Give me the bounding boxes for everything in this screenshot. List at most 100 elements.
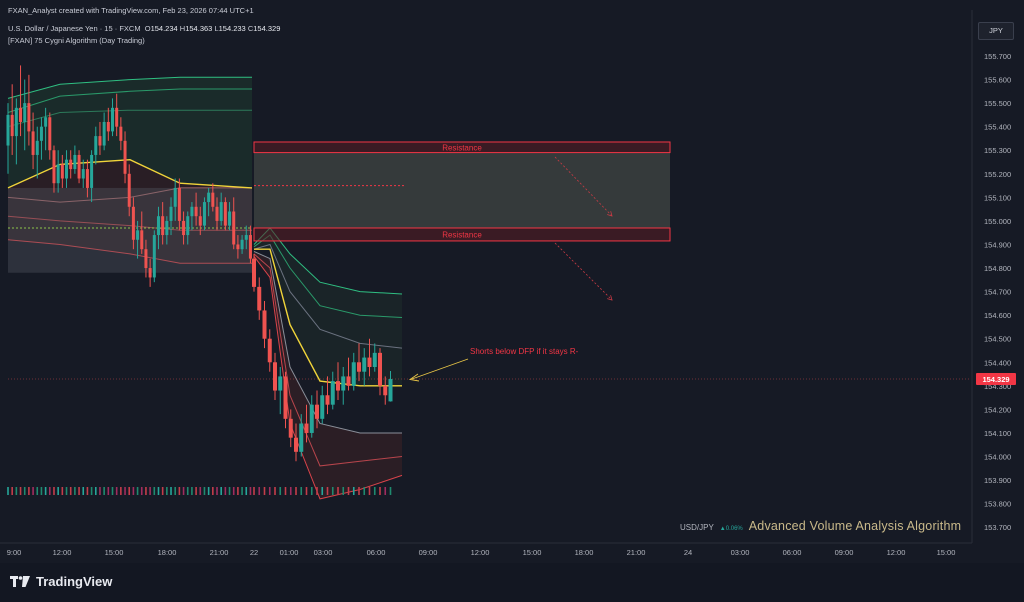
candle bbox=[244, 235, 248, 240]
price-tick-label: 154.700 bbox=[984, 288, 1011, 297]
time-tick-label: 9:00 bbox=[7, 548, 22, 557]
time-tick-label: 21:00 bbox=[210, 548, 229, 557]
volume-marker bbox=[228, 487, 231, 495]
price-tick-label: 154.200 bbox=[984, 405, 1011, 414]
band-fill-upper-1 bbox=[8, 77, 252, 188]
volume-marker bbox=[347, 487, 350, 495]
volume-marker bbox=[132, 487, 135, 495]
symbol-watermark: USD/JPY ▲0.06% Advanced Volume Analysis … bbox=[680, 519, 961, 533]
price-tick-label: 155.100 bbox=[984, 193, 1011, 202]
volume-marker bbox=[358, 487, 360, 495]
volume-marker bbox=[326, 487, 329, 495]
candle bbox=[202, 202, 206, 226]
volume-marker bbox=[61, 487, 64, 495]
price-tick-label: 155.500 bbox=[984, 99, 1011, 108]
volume-marker bbox=[107, 487, 110, 495]
price-tick-label: 154.800 bbox=[984, 264, 1011, 273]
candle bbox=[236, 244, 240, 250]
volume-marker bbox=[170, 487, 172, 495]
candle bbox=[140, 230, 144, 250]
volume-marker bbox=[249, 487, 252, 495]
currency-button[interactable]: JPY bbox=[978, 22, 1014, 40]
candle bbox=[94, 136, 98, 155]
candle bbox=[111, 107, 114, 132]
tradingview-logo-icon bbox=[10, 576, 30, 587]
candle bbox=[228, 211, 232, 226]
volume-marker bbox=[136, 487, 139, 495]
price-tick-label: 154.500 bbox=[984, 335, 1011, 344]
price-tick-label: 155.200 bbox=[984, 170, 1011, 179]
candle bbox=[294, 437, 298, 452]
volume-marker bbox=[103, 487, 105, 495]
price-tick-label: 153.800 bbox=[984, 500, 1011, 509]
volume-marker bbox=[90, 487, 93, 495]
band-fill-lower-2 bbox=[254, 251, 402, 499]
low-value: 154.233 bbox=[218, 24, 246, 33]
band-upper-line bbox=[7, 88, 252, 113]
open-label: O bbox=[144, 24, 151, 33]
candle bbox=[60, 164, 64, 179]
time-tick-label: 22 bbox=[250, 548, 258, 557]
volume-marker bbox=[207, 487, 210, 495]
volume-marker bbox=[368, 487, 371, 495]
candle bbox=[123, 140, 127, 174]
time-tick-label: 24 bbox=[684, 548, 692, 557]
candle bbox=[27, 103, 31, 132]
time-tick-label: 09:00 bbox=[835, 548, 854, 557]
volume-marker bbox=[124, 487, 126, 495]
author-line: FXAN_Analyst created with TradingView.co… bbox=[8, 6, 254, 15]
volume-marker bbox=[111, 487, 114, 495]
resistance-band-1[interactable] bbox=[253, 141, 671, 154]
projection-arrow-2 bbox=[554, 242, 613, 301]
band-lower-line bbox=[7, 239, 252, 264]
candle bbox=[169, 206, 173, 221]
candle bbox=[223, 202, 227, 226]
candle bbox=[131, 206, 135, 240]
candle bbox=[161, 216, 165, 236]
volume-marker bbox=[82, 487, 85, 495]
resistance-band-2[interactable] bbox=[253, 227, 671, 242]
candle bbox=[330, 381, 335, 405]
high-value: 154.363 bbox=[185, 24, 213, 33]
volume-marker bbox=[284, 487, 287, 495]
close-value: 154.329 bbox=[253, 24, 281, 33]
candle bbox=[257, 286, 262, 311]
candle bbox=[309, 404, 314, 433]
volume-marker bbox=[120, 487, 122, 495]
indicator-label[interactable]: [FXAN] 75 Cygni Algorithm (Day Trading) bbox=[8, 36, 145, 45]
candle bbox=[304, 423, 309, 433]
time-tick-label: 12:00 bbox=[887, 548, 906, 557]
time-tick-label: 12:00 bbox=[53, 548, 72, 557]
chart-canvas[interactable]: Resistance Resistance Shorts below DFP if … bbox=[0, 0, 1024, 563]
price-tick-label: 154.100 bbox=[984, 429, 1011, 438]
tradingview-logo[interactable]: TradingView bbox=[10, 574, 112, 589]
volume-marker bbox=[195, 487, 197, 495]
volume-marker bbox=[7, 487, 9, 495]
volume-marker bbox=[182, 487, 185, 495]
volume-marker bbox=[28, 487, 30, 495]
volume-marker bbox=[49, 487, 51, 495]
price-tick-label: 154.900 bbox=[984, 240, 1011, 249]
price-tick-label: 155.600 bbox=[984, 76, 1011, 85]
time-tick-label: 09:00 bbox=[419, 548, 438, 557]
last-price-tag[interactable] bbox=[976, 373, 1016, 386]
volume-marker bbox=[295, 487, 297, 495]
candle bbox=[362, 357, 367, 372]
volume-marker bbox=[99, 487, 101, 495]
volume-marker bbox=[149, 487, 151, 495]
candle bbox=[44, 117, 48, 127]
volume-marker bbox=[11, 487, 13, 495]
volume-marker bbox=[161, 487, 164, 495]
symbol-ohlc-line: U.S. Dollar / Japanese Yen · 15 · FXCM O… bbox=[8, 24, 280, 33]
candle bbox=[127, 173, 131, 207]
volume-marker bbox=[316, 487, 318, 495]
candle bbox=[240, 239, 244, 250]
candle bbox=[273, 362, 277, 391]
candle bbox=[315, 404, 319, 419]
candle bbox=[56, 164, 60, 184]
volume-marker bbox=[268, 487, 271, 495]
volume-marker bbox=[274, 487, 276, 495]
volume-marker bbox=[258, 487, 261, 495]
volume-marker bbox=[220, 487, 222, 495]
time-tick-label: 01:00 bbox=[280, 548, 299, 557]
